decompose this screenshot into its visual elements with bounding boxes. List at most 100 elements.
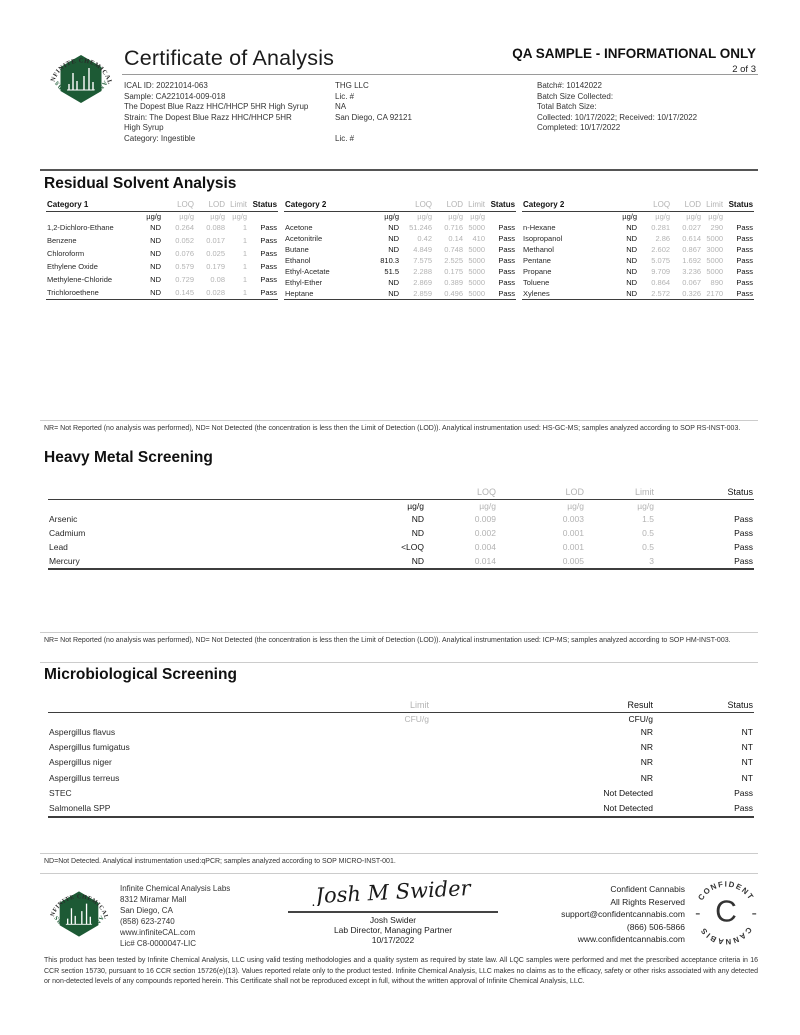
note-rule <box>40 632 758 633</box>
analyte-name: Xylenes <box>523 288 550 298</box>
unit-label: µg/g <box>448 212 464 221</box>
limit-value: 890 <box>710 277 724 287</box>
limit-value: 1 <box>242 236 248 246</box>
status-value: NT <box>741 727 753 737</box>
limit-value: 1 <box>242 249 248 259</box>
table-row: Methylene-Chloride ND 0.729 0.08 1 Pass <box>46 273 278 286</box>
note-rule <box>40 853 758 854</box>
limit-value <box>330 801 430 817</box>
limit-value: 290 <box>710 222 724 232</box>
analyte-name: Lead <box>49 542 68 552</box>
confident-cannabis-line[interactable]: (866) 506-5866 <box>626 921 685 932</box>
lod-value: 0.017 <box>206 236 226 246</box>
solvent-tables: Category 1 LOQ LOD Limit Status µg/g µg/… <box>46 198 755 300</box>
solvent-table-category2b: Category 2 LOQ LOD Limit Status µg/g µg/… <box>522 198 755 300</box>
result-value: ND <box>411 528 424 538</box>
unit-label: µg/g <box>384 212 400 221</box>
sample-info-line: Category: Ingestible <box>124 133 196 143</box>
lab-contact-line[interactable]: Lic# C8-0000047-LIC <box>120 939 197 948</box>
limit-value <box>330 755 430 770</box>
signer-role: Lab Director, Managing Partner <box>333 924 453 935</box>
lod-value: 0.001 <box>562 542 584 552</box>
loq-value: 0.579 <box>175 261 195 271</box>
column-header: LOQ <box>425 486 497 500</box>
analyte-name: Isopropanol <box>523 233 563 243</box>
loq-value: 0.864 <box>651 277 671 287</box>
cc-logo-center-letter: C <box>715 896 737 929</box>
lab-contact-line[interactable]: www.infiniteCAL.com <box>120 928 196 937</box>
client-info-line: NA <box>335 102 347 111</box>
column-header: Limit <box>330 699 430 713</box>
sample-info-line: High Syrup <box>124 123 164 132</box>
confident-cannabis-line[interactable]: All Rights Reserved <box>610 896 685 907</box>
solvent-note: NR= Not Reported (no analysis was perfor… <box>44 425 741 432</box>
status-value: Pass <box>498 255 516 265</box>
microbiological-table: Limit Result Status CFU/g CFU/g Aspergil… <box>48 699 754 819</box>
column-header: LOQ <box>638 198 672 212</box>
table-row: Ethyl-Acetate 51.5 2.288 0.175 5000 Pass <box>284 266 516 277</box>
lod-value: 0.867 <box>682 244 702 254</box>
loq-value: 51.246 <box>409 222 433 232</box>
status-value: Pass <box>736 255 754 265</box>
analyte-name: Propane <box>523 266 552 276</box>
loq-value: 2.859 <box>413 288 433 298</box>
batch-info: Batch#: 10142022 Batch Size Collected: Tot… <box>537 81 759 134</box>
lab-contact-line[interactable]: (858) 623-2740 <box>120 917 175 926</box>
status-value: Pass <box>736 222 754 232</box>
loq-value: 0.004 <box>474 542 496 552</box>
limit-value <box>330 786 430 801</box>
table-row: Aspergillus fumigatus NR NT <box>48 740 754 755</box>
table-row: Methanol ND 2.602 0.867 3000 Pass <box>522 244 754 255</box>
client-info-line: San Diego, CA 92121 <box>335 112 412 122</box>
analyte-name: Aspergillus niger <box>49 757 112 768</box>
analyte-name: 1,2-Dichloro-Ethane <box>47 223 114 233</box>
status-value: Pass <box>736 277 754 287</box>
lod-value: 0.389 <box>444 277 464 287</box>
status-value: Pass <box>260 249 278 259</box>
status-value: Pass <box>736 288 754 298</box>
loq-value: 2.869 <box>413 277 433 287</box>
lod-value: 0.088 <box>206 223 226 233</box>
unit-label: µg/g <box>655 212 671 221</box>
column-header: Limit <box>585 486 655 500</box>
unit-label: CFU/g <box>628 714 653 724</box>
loq-value: 0.42 <box>417 233 433 243</box>
table-row: Isopropanol ND 2.86 0.614 5000 Pass <box>522 233 754 244</box>
table-row: Mercury ND 0.014 0.005 3 Pass <box>48 554 754 569</box>
status-value: Pass <box>734 514 753 524</box>
signature-icon: Josh M Swider <box>311 876 473 908</box>
note-rule <box>40 420 758 421</box>
lod-value: 1.692 <box>682 255 702 265</box>
status-value: Pass <box>498 266 516 276</box>
loq-value: 2.288 <box>413 266 433 276</box>
analyte-name: Ethyl-Ether <box>285 277 323 287</box>
result-value: ND <box>388 222 400 232</box>
analyte-name: Arsenic <box>49 514 78 524</box>
analyte-name: Aspergillus fumigatus <box>49 742 130 753</box>
sample-info-line: Strain: The Dopest Blue Razz HHC/HHCP 5H… <box>124 112 292 122</box>
status-value: Pass <box>498 244 516 254</box>
lab-contact-line[interactable]: San Diego, CA <box>120 906 173 915</box>
lab-contact-line[interactable]: Infinite Chemical Analysis Labs <box>120 884 231 893</box>
status-value: Pass <box>498 288 516 298</box>
limit-value: 5000 <box>468 288 486 298</box>
unit-label: µg/g <box>479 501 496 511</box>
confident-cannabis-line[interactable]: support@confidentcannabis.com <box>561 909 685 919</box>
loq-value: 0.145 <box>175 287 195 297</box>
status-value: Pass <box>734 787 753 798</box>
table-row: Heptane ND 2.859 0.496 5000 Pass <box>284 288 516 300</box>
confident-cannabis-line[interactable]: Confident Cannabis <box>610 884 685 894</box>
analyte-name: Ethyl-Acetate <box>285 266 330 276</box>
client-info-line: Lic. # <box>335 133 355 143</box>
confident-cannabis-line[interactable]: www.confidentcannabis.com <box>577 934 685 944</box>
table-row: Toluene ND 0.864 0.067 890 Pass <box>522 277 754 288</box>
lod-value: 0.496 <box>444 288 464 298</box>
lab-contact-info: Infinite Chemical Analysis Labs 8312 Mira… <box>120 883 230 949</box>
lab-contact-line[interactable]: 8312 Miramar Mall <box>120 895 187 904</box>
unit-label: µg/g <box>637 501 654 511</box>
result-value: ND <box>388 277 400 287</box>
client-info-line: THG LLC <box>335 81 369 90</box>
page-number: 2 of 3 <box>732 64 756 75</box>
analyte-name: Salmonella SPP <box>49 803 111 814</box>
status-value: NT <box>741 742 753 753</box>
